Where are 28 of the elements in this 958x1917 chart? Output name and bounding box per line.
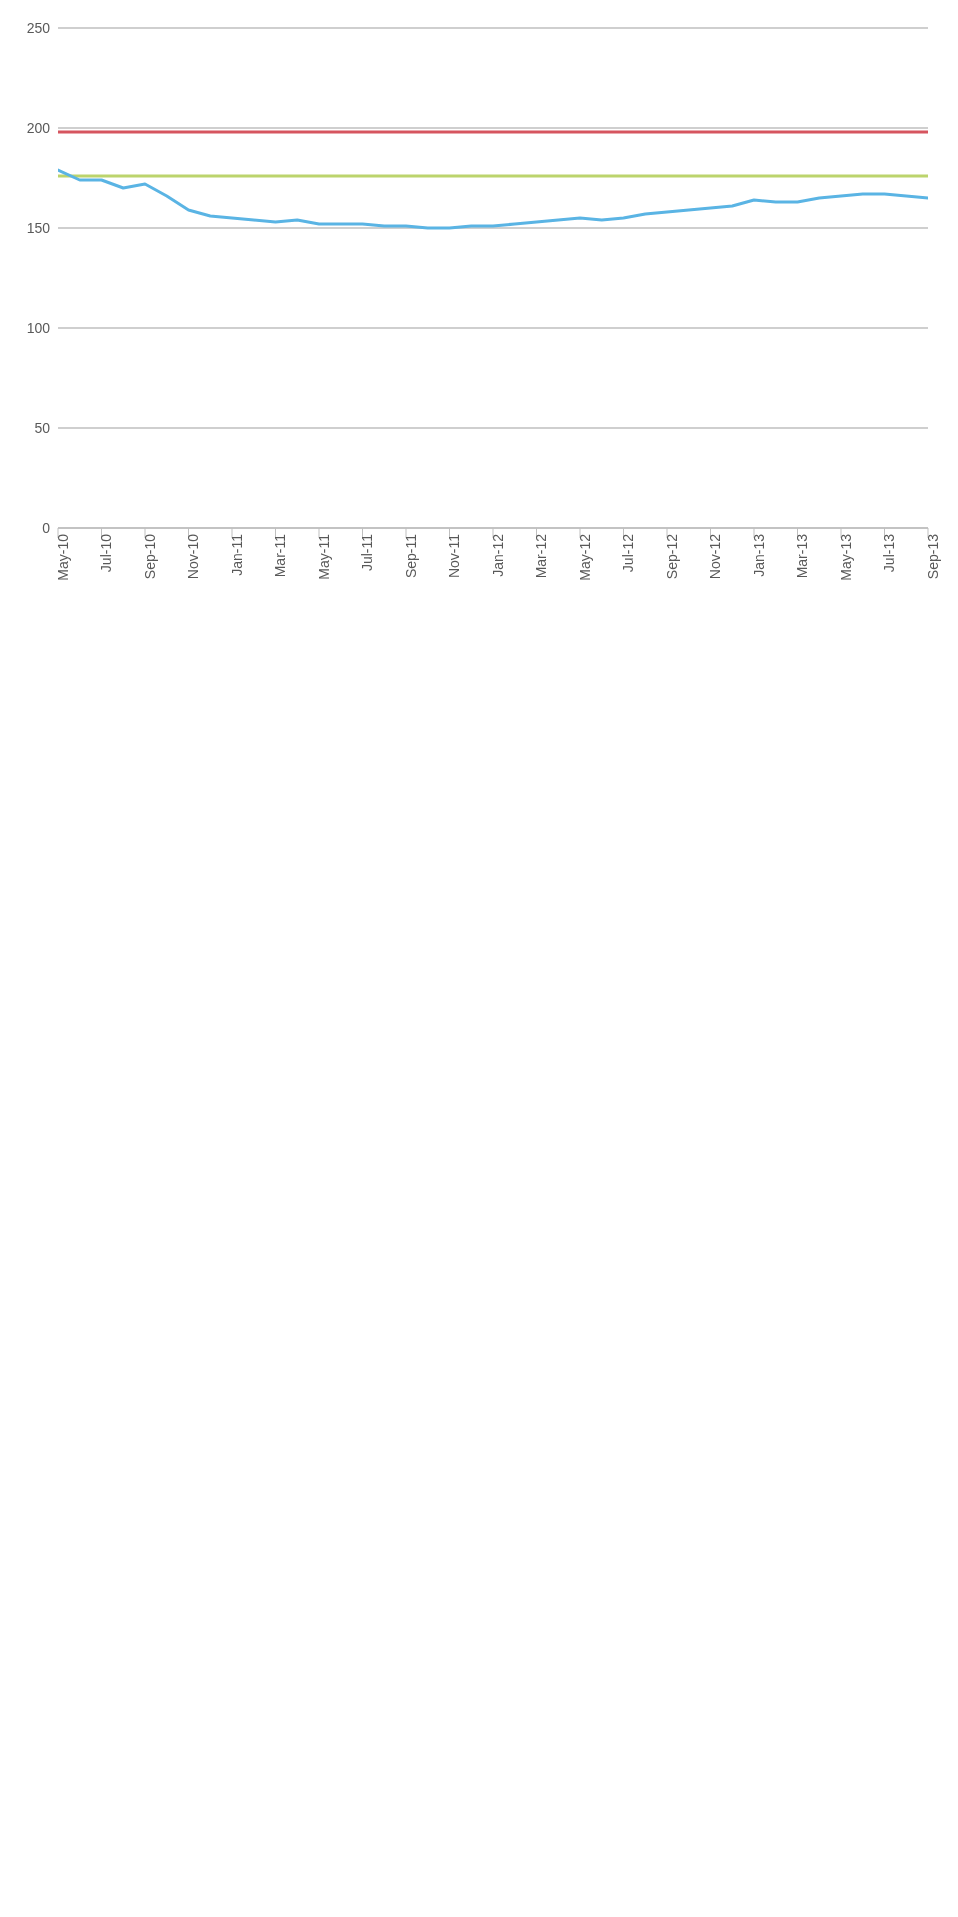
x-tick-label: Jan-12 [489, 533, 506, 577]
x-tick-label: Sep-13 [924, 533, 941, 580]
x-tick-label: Nov-12 [707, 533, 724, 580]
x-tick-label: May-11 [315, 533, 332, 580]
x-tick-label: May-12 [576, 533, 593, 581]
x-tick-label: Mar-12 [533, 533, 550, 579]
x-tick-label: Jul-10 [98, 533, 115, 573]
x-tick-label: Nov-10 [185, 533, 202, 580]
x-tick-label: Sep-10 [141, 533, 158, 580]
x-tick-label: May-10 [54, 533, 71, 581]
y-tick-label: 50 [34, 419, 51, 436]
y-tick-label: 250 [26, 19, 51, 36]
x-tick-label: Jan-13 [750, 533, 767, 577]
x-tick-label: Sep-11 [402, 533, 419, 579]
x-tick-label: Jul-13 [881, 533, 898, 573]
y-tick-label: 150 [26, 219, 51, 236]
y-tick-label: 200 [26, 119, 51, 136]
x-tick-label: Mar-13 [794, 533, 811, 579]
x-tick-label: Mar-11 [272, 533, 289, 578]
x-tick-label: Jul-12 [620, 533, 637, 573]
x-tick-label: Jul-11 [359, 533, 376, 572]
y-tick-label: 0 [42, 519, 51, 536]
x-tick-label: Nov-11 [446, 533, 463, 579]
x-tick-label: Sep-12 [663, 533, 680, 580]
x-tick-label: Jan-11 [228, 533, 245, 576]
x-tick-label: May-13 [837, 533, 854, 581]
line-series [58, 168, 928, 230]
y-tick-label: 100 [26, 319, 51, 336]
